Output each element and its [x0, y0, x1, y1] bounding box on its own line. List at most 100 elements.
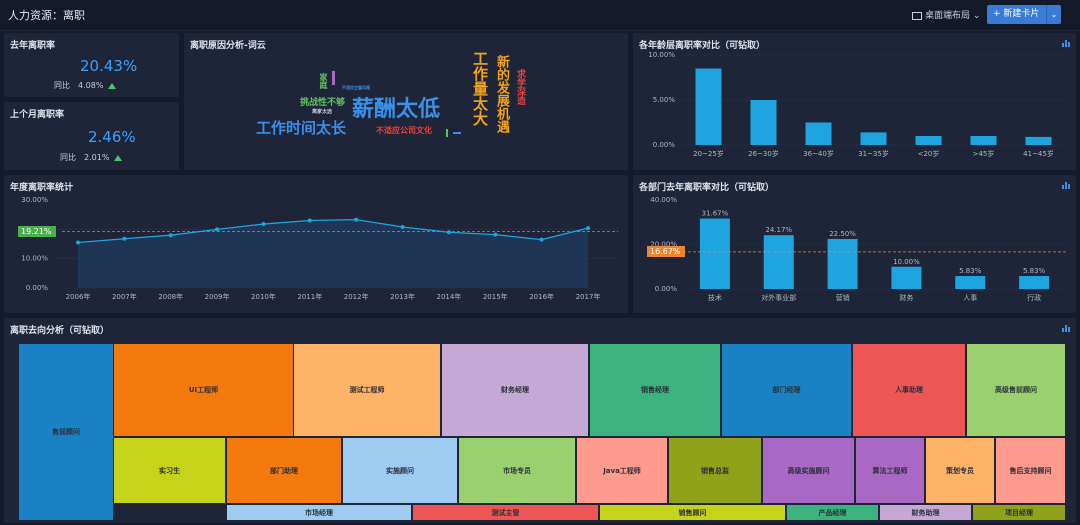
bar-chart-icon[interactable] [1062, 324, 1070, 332]
x-tick-label: 财务 [899, 293, 913, 302]
treemap-cell[interactable]: 实施顾问 [342, 437, 458, 504]
treemap-cell[interactable]: 财务助理 [879, 504, 972, 521]
layout-selector[interactable]: 桌面端布局 ⌄ [912, 8, 980, 21]
average-tag: 16.67% [647, 246, 685, 257]
word-bar-green [446, 129, 448, 137]
word-bar-blue [453, 132, 461, 134]
y-tick-label: 40.00% [650, 196, 677, 204]
treemap-cell[interactable]: UI工程师 [113, 343, 294, 437]
average-tag: 19.21% [18, 226, 56, 237]
x-tick-label: 20~25岁 [693, 149, 724, 158]
treemap-cell[interactable]: 算法工程师 [855, 437, 925, 504]
layout-label: 桌面端布局 [925, 11, 971, 21]
data-point [122, 236, 127, 241]
treemap-cell[interactable]: 人事助理 [852, 343, 966, 437]
treemap-cell[interactable]: 部门经理 [721, 343, 852, 437]
top-bar: 人力资源：离职 桌面端布局 ⌄ + 新建卡片 ⌄ [0, 0, 1080, 31]
word-8: 离家太远 [312, 109, 333, 115]
treemap-cell[interactable]: 财务经理 [441, 343, 589, 437]
data-label: 22.50% [829, 230, 856, 238]
bar [970, 136, 997, 145]
up-arrow-icon [108, 82, 117, 89]
word-2: 工作量太大 [471, 51, 489, 126]
x-tick-label: 2015年 [483, 292, 508, 301]
chevron-down-icon[interactable]: ⌄ [1046, 5, 1061, 24]
bar-chart-icon[interactable] [1062, 181, 1070, 189]
x-tick-label: >45岁 [973, 149, 995, 158]
data-label: 10.00% [893, 258, 920, 266]
y-tick-label: 5.00% [653, 96, 676, 104]
panel-title: 离职原因分析-词云 [190, 41, 266, 51]
x-tick-label: 2009年 [205, 292, 230, 301]
treemap-cell[interactable]: 销售顾问 [599, 504, 786, 521]
x-tick-label: 26~30岁 [748, 149, 779, 158]
x-tick-label: 2012年 [344, 292, 369, 301]
data-point [354, 217, 359, 222]
new-card-button[interactable]: + 新建卡片 ⌄ [987, 5, 1061, 24]
data-point [586, 226, 590, 231]
x-tick-label: 36~40岁 [803, 149, 834, 158]
panel-title: 各年龄层离职率对比（可钻取） [639, 41, 766, 51]
x-tick-label: 2017年 [576, 292, 601, 301]
bar [699, 218, 730, 289]
age-chart-panel: 各年龄层离职率对比（可钻取） 0.00% 5.00% 10.00% 20~25岁 26~… [633, 33, 1076, 170]
treemap-cell[interactable]: 项目经理 [972, 504, 1066, 521]
treemap-cell[interactable]: 市场专员 [458, 437, 576, 504]
treemap-cell[interactable]: 高级实施顾问 [762, 437, 855, 504]
treemap-cell[interactable]: 高级售前顾问 [966, 343, 1066, 437]
treemap-cell[interactable]: 销售总监 [668, 437, 762, 504]
bar [891, 266, 922, 289]
kpi-value: 20.43% [80, 57, 138, 75]
x-tick-label: 技术 [708, 293, 722, 302]
treemap-cell[interactable]: Java工程师 [576, 437, 668, 504]
data-point [76, 240, 80, 245]
treemap: 售前顾问 UI工程师 测试工程师 财务经理 销售经理 部门经理 人事助理 高级售前顾问实习生部… [4, 318, 1076, 523]
annual-chart-panel: 年度离职率统计 0.00%10.00%20.00%30.00%2006年2007… [4, 175, 628, 313]
wordcloud-panel: 离职原因分析-词云 薪酬太低 工作时间太长 工作量太大 新的发展机遇 求学深造 … [184, 33, 628, 170]
x-tick-label: 2007年 [112, 292, 137, 301]
kpi-compare: 同比 4.08% [54, 80, 117, 91]
word-1: 工作时间太长 [256, 119, 347, 137]
bar [955, 276, 986, 289]
word-3: 新的发展机遇 [494, 55, 509, 133]
y-tick-label: 10.00% [648, 51, 675, 59]
y-tick-label: 0.00% [655, 285, 678, 293]
y-tick-label: 0.00% [653, 141, 676, 149]
area-fill [78, 219, 588, 288]
treemap-cell[interactable]: 测试工程师 [293, 343, 441, 437]
kpi-title: 上个月离职率 [10, 110, 65, 120]
treemap-cell[interactable]: 实习生 [113, 437, 226, 504]
word-7: 家庭 [319, 73, 328, 89]
bar [915, 136, 942, 145]
data-point [446, 230, 451, 235]
kpi-value: 2.46% [88, 128, 136, 146]
bar-chart-icon[interactable] [1062, 39, 1070, 47]
x-tick-label: 31~35岁 [858, 149, 889, 158]
word-4: 求学深造 [515, 69, 525, 105]
annual-line-chart: 0.00%10.00%20.00%30.00%2006年2007年2008年20… [21, 196, 618, 301]
panel-title: 离职去向分析（可钻取） [10, 326, 110, 336]
treemap-cell[interactable]: 策划专员 [925, 437, 995, 504]
bar [860, 132, 887, 145]
word-6: 不适应公司文化 [376, 126, 432, 135]
treemap-cell[interactable]: 市场经理 [226, 504, 412, 521]
word-0: 薪酬太低 [352, 97, 441, 122]
treemap-cell[interactable]: 产品经理 [786, 504, 879, 521]
word-5: 挑战性不够 [300, 98, 346, 108]
x-tick-label: 营销 [836, 293, 850, 302]
compare-value: 4.08% [78, 81, 104, 90]
treemap-cell[interactable]: 售前顾问 [18, 343, 114, 521]
up-arrow-icon [114, 154, 123, 161]
new-card-label: 新建卡片 [1003, 9, 1040, 19]
treemap-cell[interactable]: 部门助理 [226, 437, 342, 504]
x-tick-label: <20岁 [918, 149, 940, 158]
word-9: 不适应主管风格 [342, 85, 370, 90]
panel-title: 年度离职率统计 [10, 183, 74, 193]
treemap-cell[interactable]: 测试主管 [412, 504, 599, 521]
treemap-cell[interactable]: 售后支持顾问 [995, 437, 1066, 504]
y-tick-label: 30.00% [21, 196, 48, 204]
treemap-cell[interactable]: 销售经理 [589, 343, 721, 437]
data-label: 5.83% [959, 267, 982, 275]
x-tick-label: 行政 [1027, 293, 1041, 302]
dept-chart-panel: 各部门去年离职率对比（可钻取） 0.00% 20.00% 40.00% 31.67% 技… [633, 175, 1076, 313]
